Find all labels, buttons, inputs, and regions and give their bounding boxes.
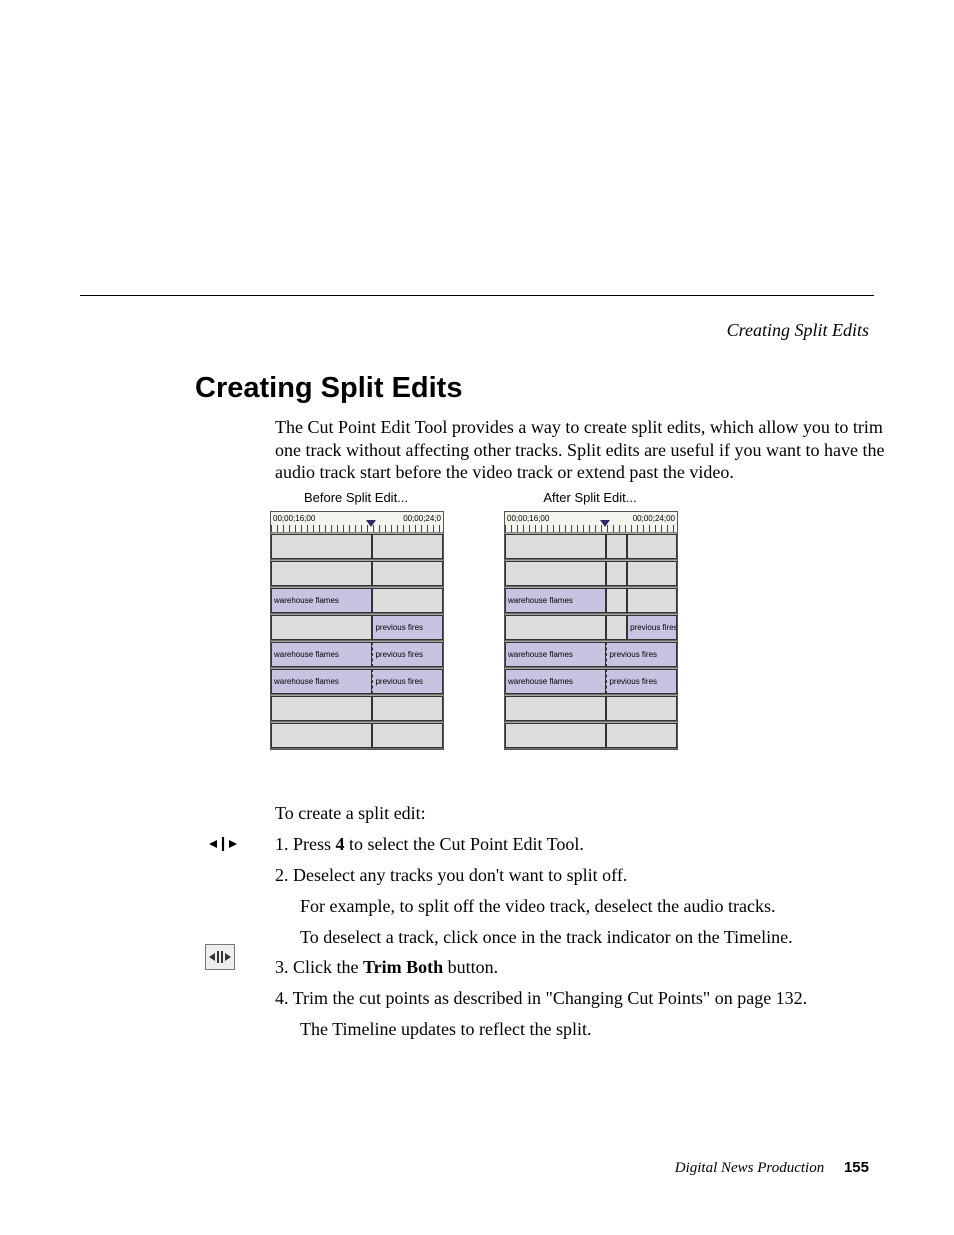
timeline-clip bbox=[372, 561, 443, 586]
timeline-track: previous fires bbox=[505, 614, 677, 641]
timeline-clip bbox=[606, 615, 627, 640]
step-2-note-2: To deselect a track, click once in the t… bbox=[275, 924, 875, 952]
timeline-clip bbox=[372, 723, 443, 748]
lead-sentence: To create a split edit: bbox=[275, 800, 875, 828]
timeline-clip: previous fires bbox=[606, 642, 677, 667]
timeline-clip bbox=[606, 534, 627, 559]
timeline-track: warehouse flamesprevious fires bbox=[505, 641, 677, 668]
timeline-clip: previous fires bbox=[627, 615, 677, 640]
timeline-clip bbox=[505, 723, 606, 748]
timeline-track: warehouse flames bbox=[505, 587, 677, 614]
timeline-clip bbox=[271, 696, 372, 721]
step-4-note: The Timeline updates to reflect the spli… bbox=[275, 1016, 875, 1044]
timeline-clip bbox=[271, 723, 372, 748]
figure-after-caption: After Split Edit... bbox=[504, 490, 676, 505]
timeline-clip: warehouse flames bbox=[505, 642, 606, 667]
timeline-clip bbox=[271, 534, 372, 559]
timeline-clip: warehouse flames bbox=[505, 669, 606, 694]
timeline-clip: warehouse flames bbox=[271, 642, 372, 667]
figure-after: After Split Edit... 00;00;16;00 00;00;24… bbox=[504, 490, 676, 750]
timeline-track: warehouse flamesprevious fires bbox=[505, 668, 677, 695]
timeline-clip bbox=[372, 588, 443, 613]
trim-both-button-icon bbox=[205, 944, 235, 970]
timeline-clip bbox=[271, 561, 372, 586]
timeline-track: warehouse flames bbox=[271, 587, 443, 614]
timecode-left: 00;00;16;00 bbox=[507, 514, 549, 523]
step-2-note-1: For example, to split off the video trac… bbox=[275, 893, 875, 921]
step-2: 2. Deselect any tracks you don't want to… bbox=[275, 862, 875, 890]
footer-book-title: Digital News Production bbox=[675, 1160, 824, 1176]
timeline-clip bbox=[372, 696, 443, 721]
timeline-before: 00;00;16;00 00;00;24;0 warehouse flamesp… bbox=[270, 511, 444, 750]
timeline-clip bbox=[505, 615, 606, 640]
timeline-track: warehouse flamesprevious fires bbox=[271, 668, 443, 695]
playhead-icon bbox=[366, 520, 376, 527]
timeline-clip: warehouse flames bbox=[271, 669, 372, 694]
playhead-icon bbox=[600, 520, 610, 527]
timeline-track bbox=[271, 533, 443, 560]
timeline-clip bbox=[627, 534, 677, 559]
figures-row: Before Split Edit... 00;00;16;00 00;00;2… bbox=[270, 490, 730, 750]
timeline-track bbox=[505, 722, 677, 749]
body-text: To create a split edit: 1. Press 4 to se… bbox=[275, 800, 875, 1047]
timeline-ruler: 00;00;16;00 00;00;24;0 bbox=[271, 512, 443, 533]
timeline-track bbox=[271, 695, 443, 722]
step-1: 1. Press 4 to select the Cut Point Edit … bbox=[275, 831, 875, 859]
running-head: Creating Split Edits bbox=[727, 320, 869, 341]
timeline-clip: previous fires bbox=[372, 615, 443, 640]
timeline-clip bbox=[372, 534, 443, 559]
timeline-clip bbox=[505, 534, 606, 559]
timeline-clip bbox=[627, 561, 677, 586]
timeline-clip bbox=[627, 588, 677, 613]
timeline-after: 00;00;16;00 00;00;24;00 warehouse flames… bbox=[504, 511, 678, 750]
timeline-track bbox=[505, 695, 677, 722]
timeline-clip: previous fires bbox=[372, 642, 443, 667]
timeline-ruler: 00;00;16;00 00;00;24;00 bbox=[505, 512, 677, 533]
figure-before: Before Split Edit... 00;00;16;00 00;00;2… bbox=[270, 490, 442, 750]
timeline-track bbox=[271, 722, 443, 749]
timeline-clip bbox=[606, 723, 677, 748]
timecode-right: 00;00;24;0 bbox=[403, 514, 441, 523]
cut-point-tool-icon bbox=[208, 835, 238, 858]
timeline-clip bbox=[606, 588, 627, 613]
timeline-clip: previous fires bbox=[372, 669, 443, 694]
timeline-track bbox=[505, 533, 677, 560]
page-title: Creating Split Edits bbox=[195, 372, 462, 405]
timecode-left: 00;00;16;00 bbox=[273, 514, 315, 523]
figure-before-caption: Before Split Edit... bbox=[270, 490, 442, 505]
timeline-clip bbox=[271, 615, 372, 640]
step-4: 4. Trim the cut points as described in "… bbox=[275, 985, 875, 1013]
timeline-track bbox=[271, 560, 443, 587]
timeline-clip: warehouse flames bbox=[505, 588, 606, 613]
intro-paragraph: The Cut Point Edit Tool provides a way t… bbox=[275, 416, 885, 484]
timeline-track bbox=[505, 560, 677, 587]
timeline-track: previous fires bbox=[271, 614, 443, 641]
timecode-right: 00;00;24;00 bbox=[633, 514, 675, 523]
timeline-clip bbox=[505, 561, 606, 586]
timeline-clip bbox=[606, 696, 677, 721]
timeline-clip: warehouse flames bbox=[271, 588, 372, 613]
header-rule bbox=[80, 295, 874, 296]
step-3: 3. Click the Trim Both button. bbox=[275, 954, 875, 982]
timeline-clip bbox=[505, 696, 606, 721]
footer: Digital News Production 155 bbox=[675, 1159, 869, 1177]
timeline-clip bbox=[606, 561, 627, 586]
timeline-track: warehouse flamesprevious fires bbox=[271, 641, 443, 668]
footer-page-number: 155 bbox=[844, 1159, 869, 1176]
timeline-clip: previous fires bbox=[606, 669, 677, 694]
